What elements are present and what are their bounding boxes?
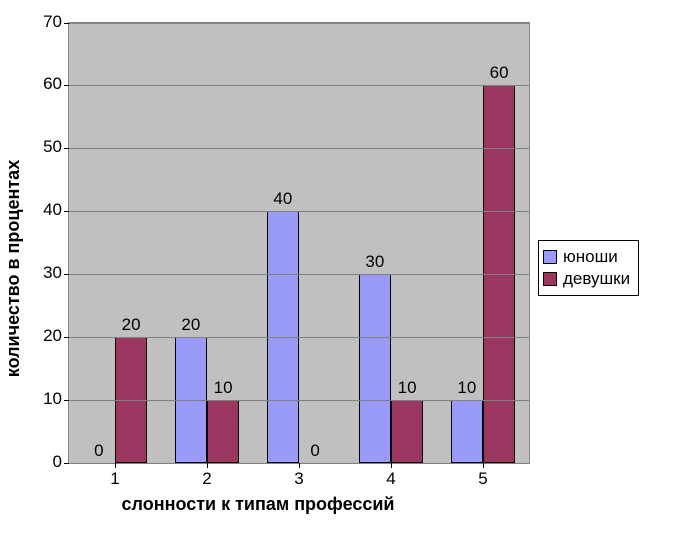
chart-container: количество в процентах 010203040506070 0… xyxy=(0,0,686,536)
x-tick-label: 3 xyxy=(294,469,303,489)
bar xyxy=(451,400,483,463)
x-tick-mark xyxy=(391,463,392,468)
y-tick-mark xyxy=(64,23,69,24)
y-tick-mark xyxy=(64,463,69,464)
y-tick-label: 70 xyxy=(43,12,62,32)
y-tick-mark xyxy=(64,85,69,86)
y-axis-label-wrap: количество в процентах xyxy=(0,48,28,488)
y-tick-mark xyxy=(64,274,69,275)
gridline xyxy=(69,337,529,338)
x-tick-mark xyxy=(299,463,300,468)
bar xyxy=(207,400,239,463)
y-tick-label: 60 xyxy=(43,74,62,94)
bar xyxy=(359,274,391,463)
gridline xyxy=(69,274,529,275)
legend-swatch-icon xyxy=(543,250,557,264)
y-tick-mark xyxy=(64,211,69,212)
plot-and-yticks: 010203040506070 020201040030101060 12345 xyxy=(28,22,530,464)
y-tick-label: 10 xyxy=(43,389,62,409)
bar-value-label: 30 xyxy=(365,252,384,272)
legend-item: девушки xyxy=(543,269,630,289)
plot-area: 020201040030101060 12345 xyxy=(68,22,530,464)
x-tick-label: 4 xyxy=(386,469,395,489)
x-axis-label: слонности к типам профессий xyxy=(28,494,488,515)
y-tick-mark xyxy=(64,148,69,149)
bar-value-label: 0 xyxy=(310,441,319,461)
bar-value-label: 10 xyxy=(398,378,417,398)
bar xyxy=(391,400,423,463)
legend-swatch-icon xyxy=(543,272,557,286)
bar-value-label: 10 xyxy=(457,378,476,398)
gridline xyxy=(69,85,529,86)
legend-label: юноши xyxy=(563,247,618,267)
x-tick-mark xyxy=(115,463,116,468)
y-tick-label: 30 xyxy=(43,263,62,283)
bar-value-label: 20 xyxy=(181,315,200,335)
y-tick-label: 50 xyxy=(43,137,62,157)
bar-value-label: 10 xyxy=(214,378,233,398)
x-tick-mark xyxy=(483,463,484,468)
plot-column: 010203040506070 020201040030101060 12345… xyxy=(28,22,530,515)
gridline xyxy=(69,148,529,149)
chart-column: количество в процентах 010203040506070 0… xyxy=(0,22,530,515)
x-tick-label: 2 xyxy=(202,469,211,489)
gridline xyxy=(69,23,529,24)
bar-value-label: 40 xyxy=(273,189,292,209)
bar-value-label: 0 xyxy=(94,441,103,461)
legend-label: девушки xyxy=(563,269,630,289)
y-tick-label: 40 xyxy=(43,200,62,220)
bar-value-label: 20 xyxy=(122,315,141,335)
y-tick-mark xyxy=(64,400,69,401)
x-tick-mark xyxy=(207,463,208,468)
legend: юноши девушки xyxy=(538,240,639,296)
legend-item: юноши xyxy=(543,247,630,267)
gridline xyxy=(69,400,529,401)
y-axis-label: количество в процентах xyxy=(4,159,25,376)
gridline xyxy=(69,211,529,212)
bars-layer: 0 20 20 10 40 0 30 10 10 60 xyxy=(69,23,529,463)
y-tick-label: 0 xyxy=(53,452,62,472)
y-tick-label: 20 xyxy=(43,326,62,346)
bar-value-label: 60 xyxy=(490,63,509,83)
y-tick-mark xyxy=(64,337,69,338)
x-tick-label: 5 xyxy=(478,469,487,489)
x-tick-label: 1 xyxy=(110,469,119,489)
y-tick-labels: 010203040506070 xyxy=(28,22,68,462)
